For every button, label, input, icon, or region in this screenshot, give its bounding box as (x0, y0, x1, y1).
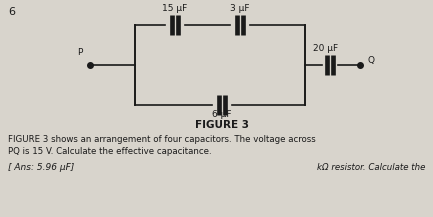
Text: [ Ans: 5.96 μF]: [ Ans: 5.96 μF] (8, 163, 74, 172)
Text: 6 μF: 6 μF (212, 110, 232, 119)
Text: kΩ resistor. Calculate the: kΩ resistor. Calculate the (317, 163, 425, 172)
Text: 6: 6 (8, 7, 15, 17)
Text: FIGURE 3: FIGURE 3 (195, 120, 249, 130)
Text: 20 μF: 20 μF (313, 44, 339, 53)
Text: PQ is 15 V. Calculate the effective capacitance.: PQ is 15 V. Calculate the effective capa… (8, 147, 212, 156)
Text: Q: Q (368, 56, 375, 66)
Text: P: P (78, 48, 83, 57)
Text: FIGURE 3 shows an arrangement of four capacitors. The voltage across: FIGURE 3 shows an arrangement of four ca… (8, 135, 316, 144)
Text: 15 μF: 15 μF (162, 4, 187, 13)
Text: 3 μF: 3 μF (230, 4, 250, 13)
